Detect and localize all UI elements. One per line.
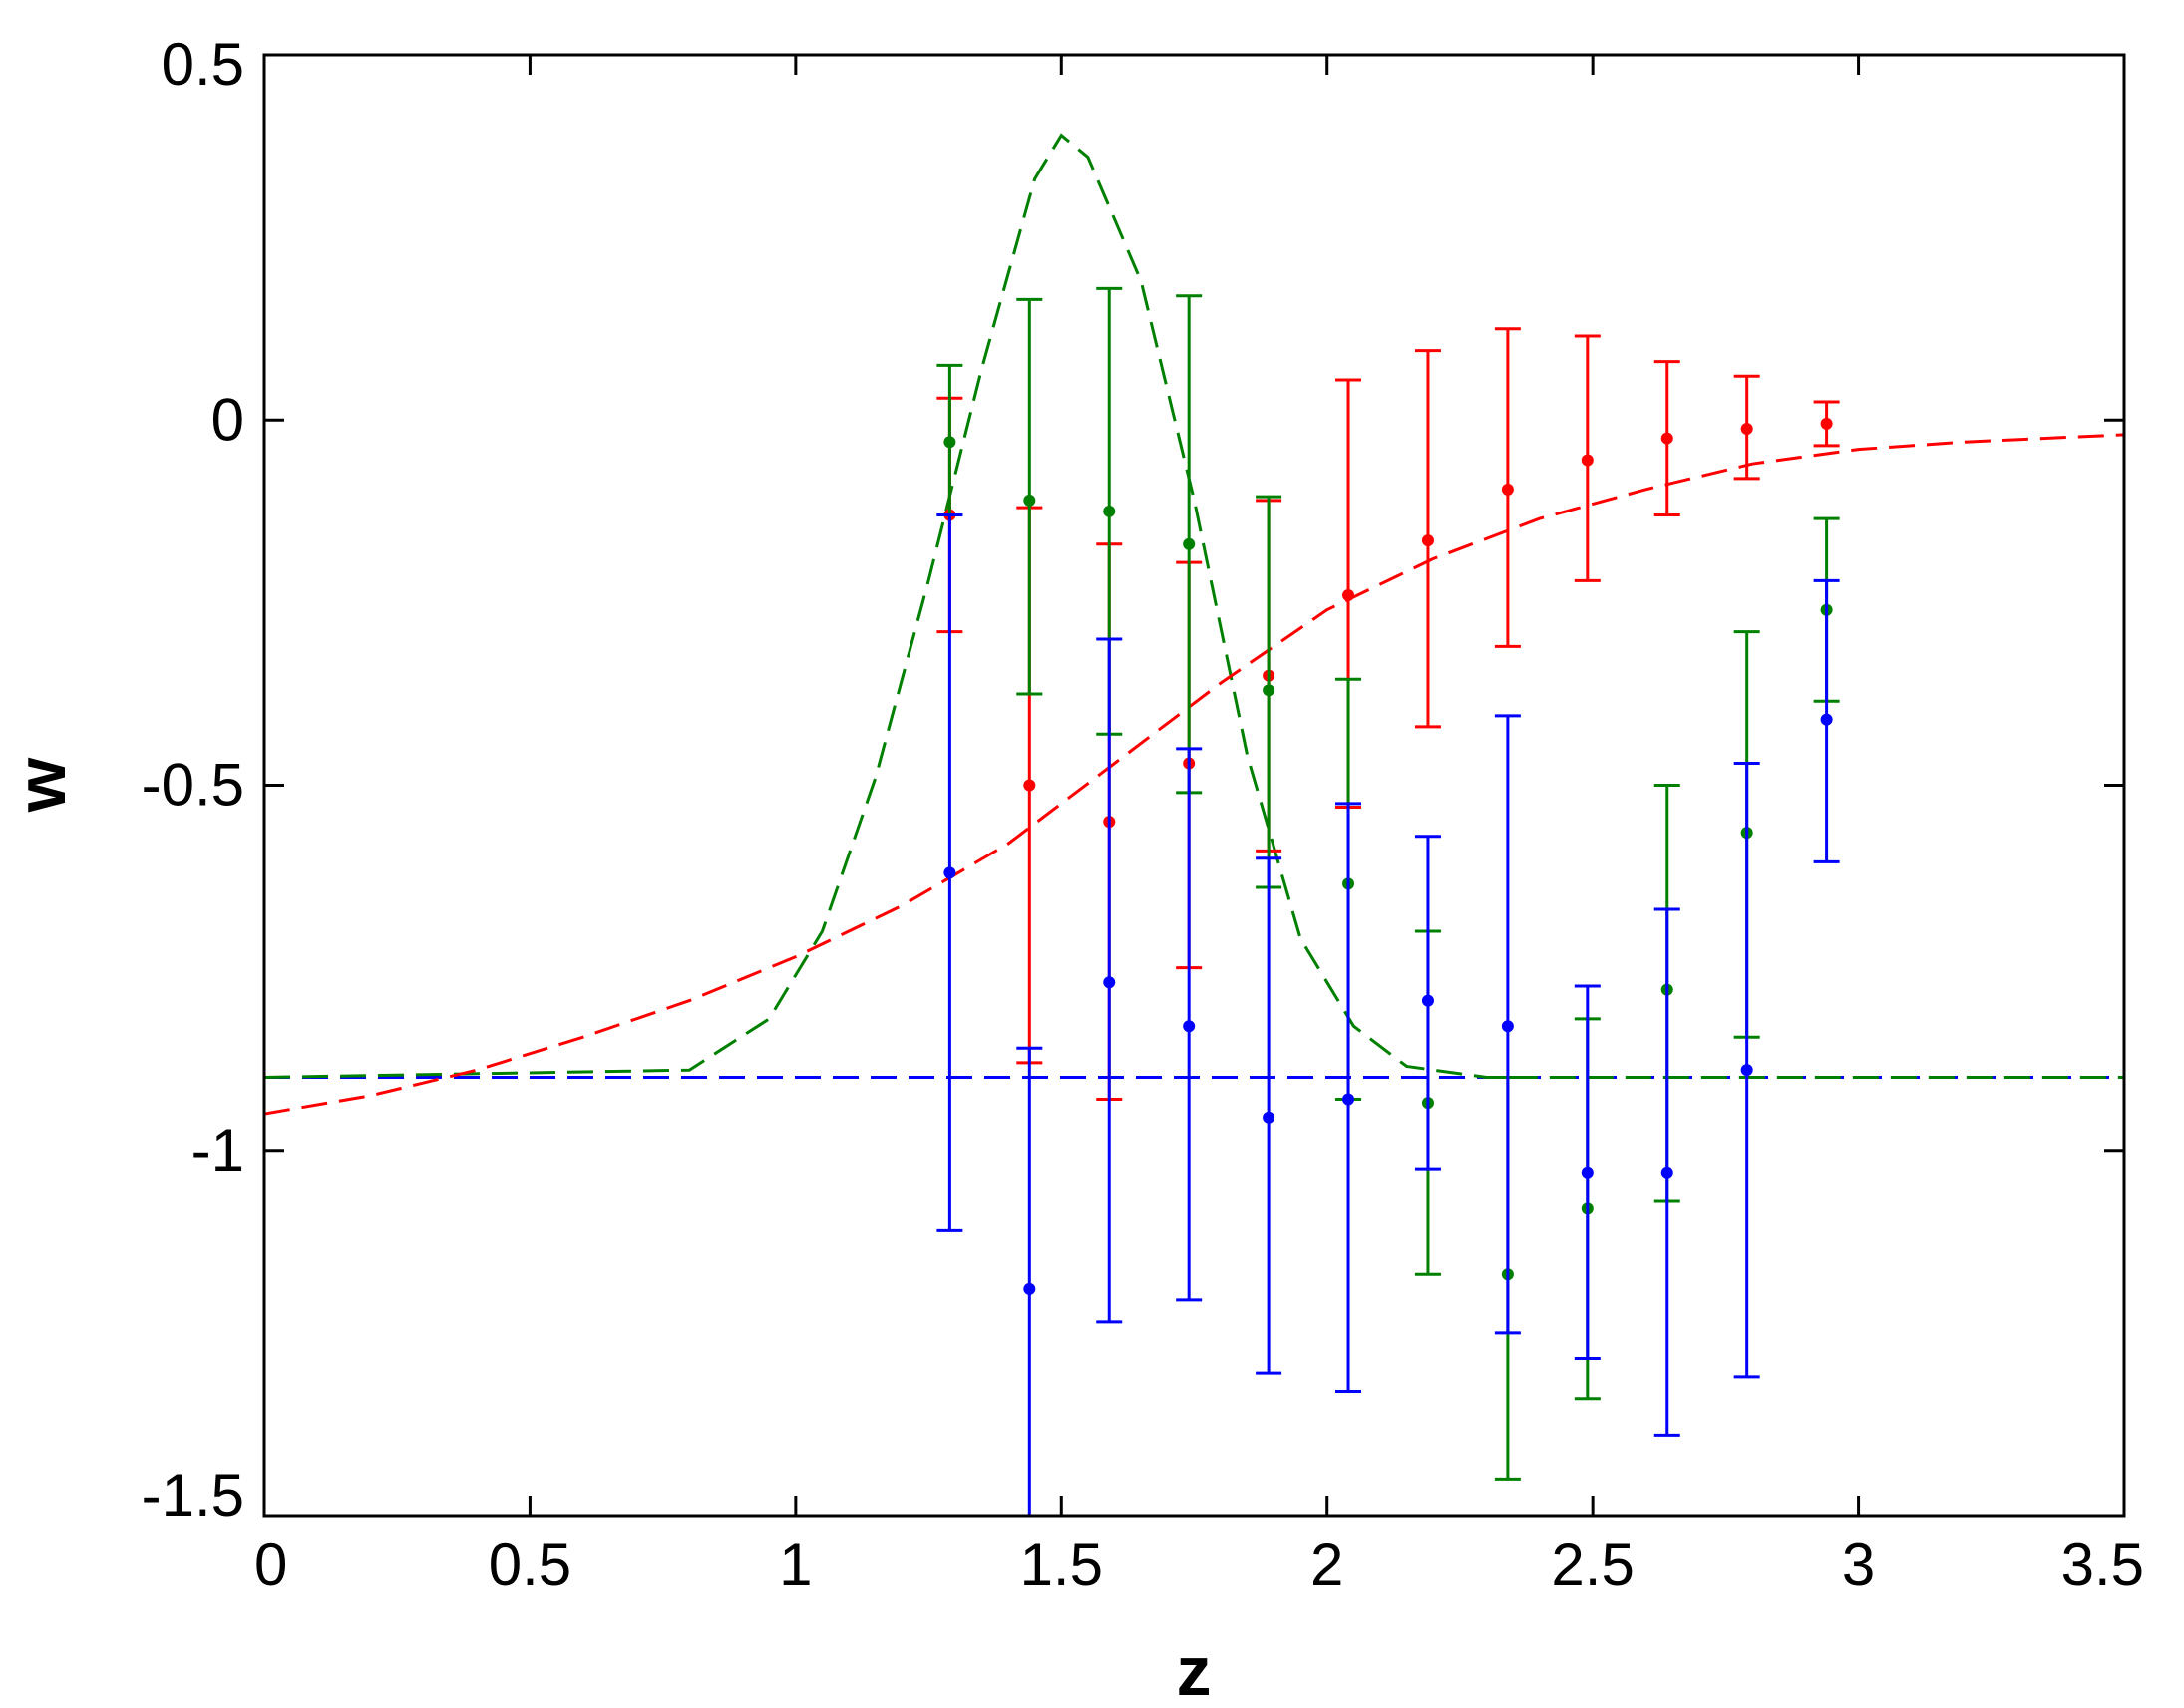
data-point (1023, 779, 1036, 792)
y-tick-label: -1.5 (142, 1462, 244, 1529)
x-tick-label: 0 (254, 1532, 287, 1598)
data-point (1023, 1282, 1036, 1295)
data-point (1820, 417, 1833, 430)
x-tick-label: 1.5 (1020, 1532, 1103, 1598)
x-axis-ticks: 0 0.5 1 1.5 2 2.5 3 3.5 (254, 55, 2144, 1598)
reference-curve (264, 133, 2124, 1079)
y-tick-label: 0.5 (162, 31, 244, 98)
error-bar-series (936, 286, 1840, 1516)
x-tick-label: 2 (1310, 1532, 1343, 1598)
data-point (1103, 505, 1116, 517)
data-point (1263, 1111, 1275, 1124)
data-point (1023, 494, 1036, 507)
data-point (1263, 684, 1275, 697)
data-point (1183, 1020, 1196, 1033)
data-point (1581, 454, 1594, 467)
data-point (1103, 976, 1116, 989)
plot-frame (262, 53, 2126, 1518)
data-point (1740, 423, 1753, 436)
x-tick-label: 1 (779, 1532, 812, 1598)
data-point (1501, 1020, 1514, 1033)
reference-curve (264, 433, 2124, 1116)
x-tick-label: 0.5 (489, 1532, 571, 1598)
data-point (1501, 483, 1514, 496)
data-point (943, 866, 956, 879)
data-point (1183, 537, 1196, 550)
x-axis-title: z (1177, 1632, 1212, 1708)
data-point (1740, 1064, 1753, 1077)
data-point (943, 436, 956, 449)
x-tick-label: 2.5 (1551, 1532, 1634, 1598)
data-point (1660, 432, 1673, 445)
y-tick-label: 0 (211, 386, 244, 453)
data-point (1421, 534, 1434, 547)
reference-curves (264, 133, 2124, 1116)
x-tick-label: 3 (1842, 1532, 1875, 1598)
y-tick-label: -0.5 (142, 752, 244, 819)
data-point (1342, 589, 1355, 602)
x-tick-label: 3.5 (2061, 1532, 2144, 1598)
y-axis-title: w (2, 757, 80, 813)
data-point (1660, 1166, 1673, 1179)
data-point (1342, 1093, 1355, 1106)
data-point (1581, 1166, 1594, 1179)
data-point (1820, 713, 1833, 726)
y-axis-ticks: 0.5 0 -0.5 -1 -1.5 (142, 31, 2124, 1529)
y-tick-label: -1 (191, 1117, 244, 1184)
data-point (1421, 994, 1434, 1007)
